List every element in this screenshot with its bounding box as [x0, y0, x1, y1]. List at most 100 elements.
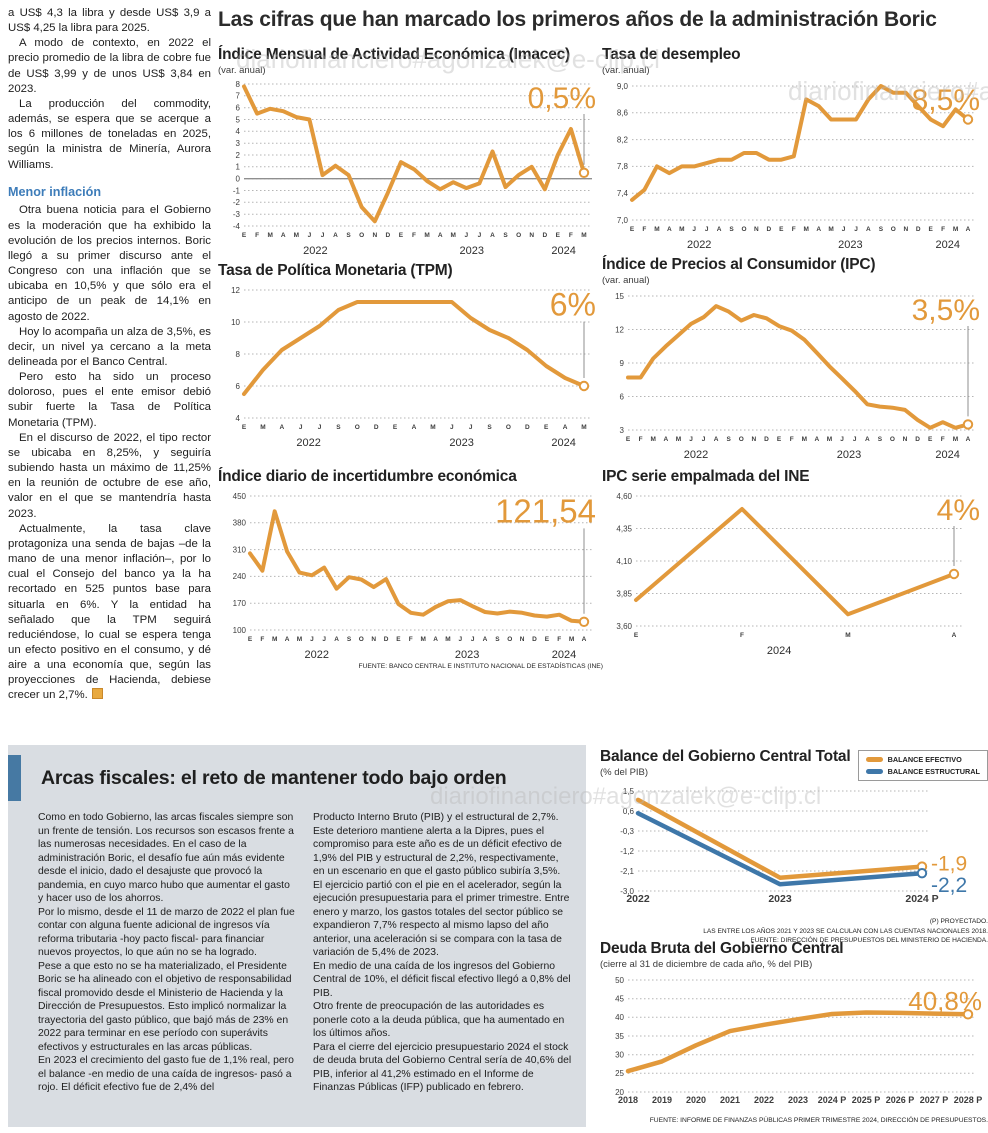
fiscal-box-title: Arcas fiscales: el reto de mantener todo…: [41, 766, 507, 789]
svg-text:E: E: [626, 436, 631, 443]
svg-text:M: M: [654, 226, 659, 233]
ipc-serie-empalmada-plot: 4,60 4,35 4,10 3,85 3,60 E F M A 2024 4%: [602, 488, 987, 661]
svg-text:D: D: [915, 436, 920, 443]
svg-text:D: D: [532, 636, 537, 643]
svg-text:F: F: [792, 226, 796, 233]
accent-bar: [8, 755, 21, 801]
chart-deuda-bruta: Deuda Bruta del Gobierno Central (cierre…: [600, 940, 988, 1124]
svg-text:J: J: [471, 636, 475, 643]
svg-text:A: A: [663, 436, 668, 443]
svg-text:F: F: [790, 436, 794, 443]
svg-text:6: 6: [236, 382, 241, 391]
svg-text:E: E: [779, 226, 784, 233]
svg-text:M: M: [581, 424, 586, 431]
svg-text:J: J: [458, 636, 462, 643]
chart-incertidumbre: Índice diario de incertidumbre económica…: [218, 468, 603, 670]
chart-title: Índice Mensual de Actividad Económica (I…: [218, 46, 571, 63]
svg-text:E: E: [777, 436, 782, 443]
svg-text:N: N: [520, 636, 525, 643]
svg-text:D: D: [767, 226, 772, 233]
svg-text:M: M: [650, 436, 655, 443]
svg-text:F: F: [642, 226, 646, 233]
svg-text:121,54: 121,54: [495, 492, 596, 529]
svg-text:2023: 2023: [788, 1095, 808, 1105]
chart-title: Índice de Precios al Consumidor (IPC): [602, 256, 876, 273]
svg-text:S: S: [878, 436, 883, 443]
svg-text:4,60: 4,60: [616, 492, 632, 501]
svg-text:A: A: [866, 226, 871, 233]
svg-text:O: O: [355, 424, 360, 431]
svg-text:F: F: [941, 226, 945, 233]
fiscal-paragraph: El ejercicio partió con el pie en el ace…: [313, 879, 570, 959]
svg-text:M: M: [803, 226, 808, 233]
ipc-plot: 15 12 9 6 3 E F M A M J J A S O N D E F M A M J J A S O N D E F M A 2022 2…: [602, 288, 987, 465]
chart-source: FUENTE: BANCO CENTRAL E INSTITUTO NACION…: [358, 663, 604, 670]
article-paragraph: En el discurso de 2022, el tipo rector s…: [8, 431, 211, 520]
svg-text:A: A: [279, 424, 284, 431]
svg-text:O: O: [891, 226, 896, 233]
chart-title: Índice diario de incertidumbre económica: [218, 468, 517, 485]
svg-text:4,35: 4,35: [616, 524, 632, 533]
svg-text:A: A: [717, 226, 722, 233]
fiscal-paragraph: Por lo mismo, desde el 11 de marzo de 20…: [38, 906, 295, 959]
svg-text:J: J: [702, 436, 706, 443]
svg-text:J: J: [310, 636, 314, 643]
svg-text:J: J: [464, 232, 468, 239]
svg-text:-1,9: -1,9: [931, 853, 967, 876]
svg-text:2022: 2022: [754, 1095, 774, 1105]
svg-text:E: E: [544, 424, 549, 431]
svg-text:J: J: [299, 424, 303, 431]
svg-text:380: 380: [233, 519, 247, 528]
chart-title: Tasa de Política Monetaria (TPM): [218, 262, 453, 279]
article-paragraph: Actualmente, la tasa clave protagoniza u…: [8, 522, 211, 704]
svg-text:450: 450: [233, 492, 247, 501]
chart-ipc: Índice de Precios al Consumidor (IPC) (v…: [602, 256, 987, 465]
svg-text:-3: -3: [233, 210, 241, 219]
legend-label: BALANCE ESTRUCTURAL: [887, 766, 980, 776]
legend-item: BALANCE EFECTIVO: [865, 754, 980, 766]
svg-text:A: A: [333, 232, 338, 239]
svg-text:M: M: [953, 226, 958, 233]
fiscal-paragraph: Otro frente de preocupación de las autor…: [313, 1001, 565, 1040]
svg-text:2022: 2022: [684, 449, 708, 460]
svg-text:J: J: [854, 226, 858, 233]
svg-text:A: A: [966, 226, 971, 233]
svg-text:J: J: [692, 226, 696, 233]
balance-header: Balance del Gobierno Central Total (% de…: [600, 748, 988, 782]
svg-text:J: J: [705, 226, 709, 233]
svg-text:M: M: [827, 436, 832, 443]
svg-text:M: M: [272, 636, 277, 643]
fiscal-paragraph: En 2023 el crecimiento del gasto fue de …: [38, 1055, 294, 1094]
svg-text:2022: 2022: [303, 245, 327, 256]
svg-text:M: M: [260, 424, 265, 431]
chart-subtitle: (var. anual): [602, 275, 650, 286]
svg-text:S: S: [487, 424, 492, 431]
svg-text:100: 100: [233, 626, 247, 635]
balance-titles: Balance del Gobierno Central Total (% de…: [600, 748, 851, 778]
chart-title: Tasa de desempleo: [602, 46, 741, 63]
svg-text:D: D: [385, 232, 390, 239]
svg-text:A: A: [490, 232, 495, 239]
svg-text:F: F: [557, 636, 561, 643]
chart-title: Balance del Gobierno Central Total: [600, 748, 851, 765]
chart-source: FUENTE: INFORME DE FINANZAS PÚBLICAS PRI…: [649, 1117, 988, 1124]
chart-subtitle: (var. anual): [218, 65, 266, 76]
svg-text:25: 25: [615, 1069, 624, 1078]
svg-text:-3,0: -3,0: [620, 887, 634, 896]
imacec-plot: 8 7 6 5 4 3 2 1 0 -1 -2 -3 -4 E F M A M J J A S O N D E F M A M J J A S O N…: [218, 78, 603, 261]
svg-text:2027 P: 2027 P: [920, 1095, 949, 1105]
svg-text:2022: 2022: [305, 649, 329, 660]
chart-note: (P) PROYECTADO.: [929, 918, 988, 926]
svg-text:2022: 2022: [687, 239, 711, 250]
svg-text:M: M: [297, 636, 302, 643]
svg-text:20: 20: [615, 1088, 624, 1097]
balance-plot: 1,5 0,6 -0,3 -1,2 -2,1 -3,0 2022 2023 2024 P -1,9…: [600, 783, 988, 916]
svg-text:J: J: [318, 424, 322, 431]
chart-note: LAS ENTRE LOS AÑOS 2021 Y 2023 SE CALCUL…: [703, 927, 988, 935]
svg-text:-2,1: -2,1: [620, 867, 634, 876]
legend-item: BALANCE ESTRUCTURAL: [865, 766, 980, 778]
chart-desempleo: Tasa de desempleo (var. anual) 9,0 8,6 8,2…: [602, 46, 987, 255]
svg-text:2025 P: 2025 P: [852, 1095, 881, 1105]
svg-text:A: A: [952, 632, 957, 639]
